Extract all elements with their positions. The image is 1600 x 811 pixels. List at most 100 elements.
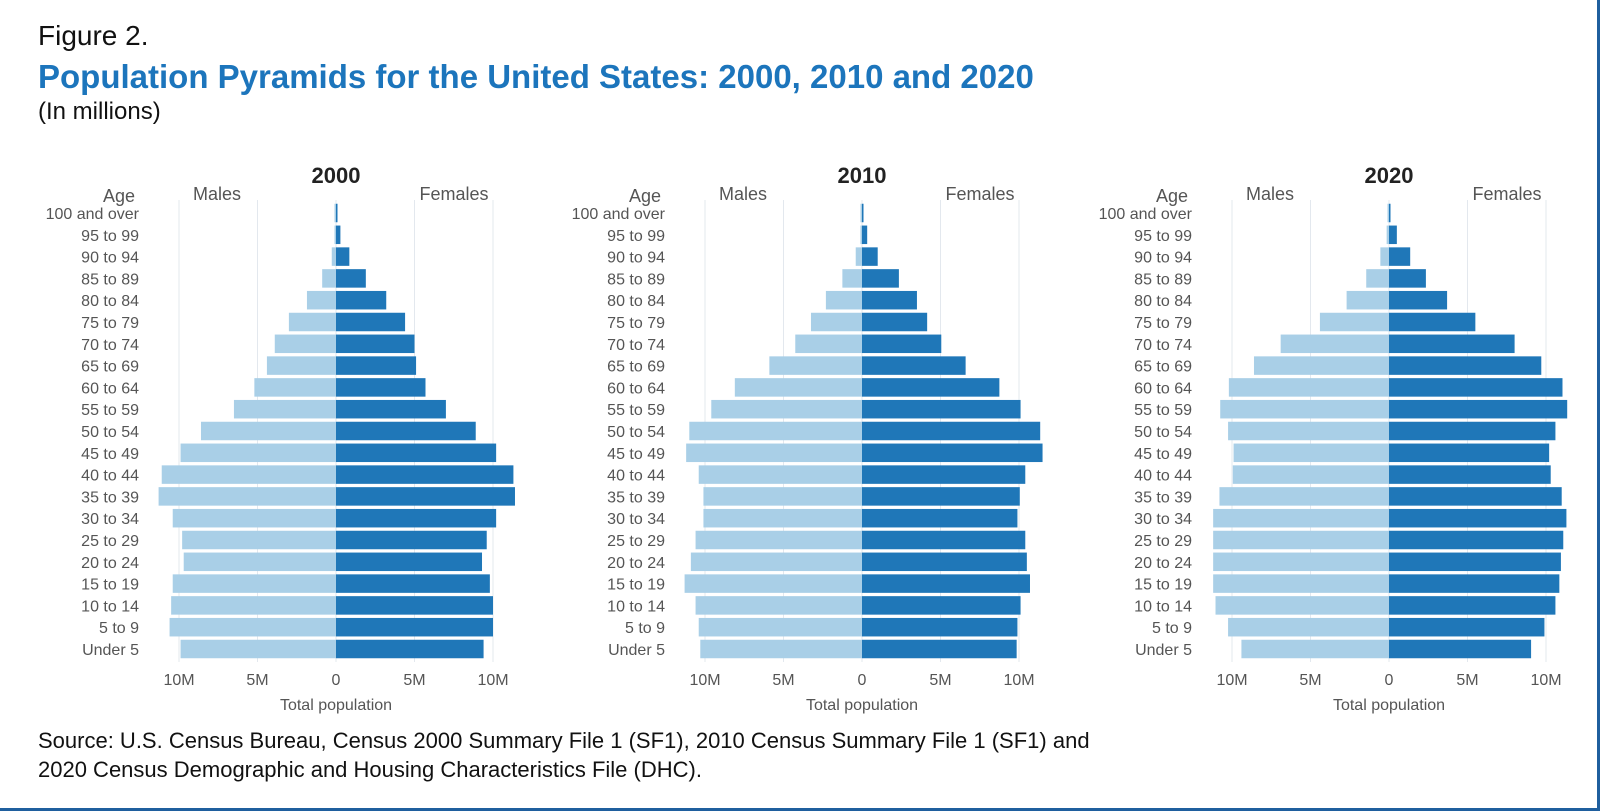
male-bar [200, 421, 336, 441]
male-bar [1380, 247, 1389, 266]
male-bar [254, 378, 336, 397]
male-bar [825, 290, 862, 310]
age-tick-label: 80 to 84 [81, 293, 139, 310]
male-bar [171, 596, 336, 615]
female-bar [336, 487, 515, 506]
female-bar [336, 378, 426, 397]
males-label: Males [1246, 184, 1294, 204]
male-bar [810, 312, 862, 332]
female-bar [862, 378, 1000, 397]
female-bar [862, 356, 966, 375]
female-bar [336, 312, 406, 332]
figure-subtitle: (In millions) [38, 98, 161, 125]
age-tick-label: 80 to 84 [1134, 293, 1192, 310]
female-bar [862, 290, 917, 310]
male-bar [860, 203, 862, 223]
age-tick-label: 60 to 64 [607, 380, 665, 397]
age-axis-title: Age [103, 186, 135, 206]
age-tick-label: 30 to 34 [607, 511, 665, 528]
female-bar [1389, 356, 1542, 375]
female-bar [1389, 334, 1515, 354]
age-tick-label: 10 to 14 [81, 598, 139, 615]
female-bar [1389, 203, 1391, 223]
male-bar [1213, 552, 1389, 572]
male-bar [698, 465, 862, 484]
male-bar [169, 617, 336, 637]
age-tick-label: 45 to 49 [81, 446, 139, 463]
female-bar [862, 247, 878, 266]
age-tick-label: 25 to 29 [81, 533, 139, 550]
age-tick-label: 15 to 19 [81, 577, 139, 594]
male-bar [274, 334, 336, 354]
male-bar [334, 203, 336, 223]
age-tick-label: 75 to 79 [81, 315, 139, 332]
male-bar [1233, 443, 1389, 463]
female-bar [336, 334, 415, 354]
age-tick-label: 10 to 14 [1134, 598, 1192, 615]
female-bar [862, 399, 1021, 419]
female-bar [1389, 443, 1550, 463]
age-tick-label: 50 to 54 [81, 424, 139, 441]
age-tick-label: 70 to 74 [1134, 337, 1192, 354]
males-label: Males [719, 184, 767, 204]
male-bar [288, 312, 336, 332]
male-bar [690, 552, 862, 572]
female-bar [1389, 290, 1448, 310]
age-tick-label: 55 to 59 [81, 402, 139, 419]
male-bar [1280, 334, 1389, 354]
female-bar [1389, 247, 1411, 266]
female-bar [862, 530, 1026, 550]
female-bar [336, 421, 476, 441]
males-label: Males [193, 184, 241, 204]
female-bar [862, 508, 1018, 528]
male-bar [698, 617, 862, 637]
female-bar [336, 269, 366, 288]
figure-label: Figure 2. [38, 20, 149, 51]
female-bar [1389, 312, 1476, 332]
female-bar [862, 421, 1041, 441]
male-bar [1213, 508, 1389, 528]
x-tick-label: 5M [1299, 672, 1321, 689]
male-bar [734, 378, 862, 397]
female-bar [1389, 465, 1551, 484]
age-tick-label: Under 5 [82, 642, 139, 659]
age-tick-label: 5 to 9 [99, 620, 139, 637]
female-bar [862, 225, 868, 245]
female-bar [862, 596, 1021, 615]
age-tick-label: 5 to 9 [1152, 620, 1192, 637]
male-bar [306, 290, 336, 310]
male-bar [183, 552, 336, 572]
x-tick-label: 10M [1530, 672, 1561, 689]
x-axis-title: Total population [1333, 697, 1445, 714]
male-bar [1366, 269, 1389, 288]
x-tick-label: 10M [163, 672, 194, 689]
female-bar [1389, 399, 1568, 419]
females-label: Females [945, 184, 1014, 204]
females-label: Females [419, 184, 488, 204]
female-bar [336, 552, 483, 572]
male-bar [172, 574, 336, 593]
age-tick-label: 15 to 19 [1134, 577, 1192, 594]
female-bar [1389, 617, 1545, 637]
x-tick-label: 5M [246, 672, 268, 689]
female-bar [336, 203, 338, 223]
age-tick-label: 35 to 39 [1134, 489, 1192, 506]
female-bar [862, 334, 942, 354]
male-bar [711, 399, 862, 419]
age-tick-label: 55 to 59 [1134, 402, 1192, 419]
age-tick-label: 20 to 24 [607, 555, 665, 572]
male-bar [322, 269, 336, 288]
female-bar [862, 617, 1018, 637]
female-bar [1389, 508, 1567, 528]
female-bar [336, 596, 493, 615]
male-bar [158, 487, 336, 506]
chart-title: 2020 [1365, 163, 1414, 188]
male-bar [695, 530, 862, 550]
age-tick-label: 90 to 94 [81, 250, 139, 267]
chart-title: 2010 [838, 163, 887, 188]
age-tick-label: 50 to 54 [607, 424, 665, 441]
age-tick-label: 95 to 99 [607, 228, 665, 245]
male-bar [700, 639, 862, 659]
x-tick-label: 5M [403, 672, 425, 689]
